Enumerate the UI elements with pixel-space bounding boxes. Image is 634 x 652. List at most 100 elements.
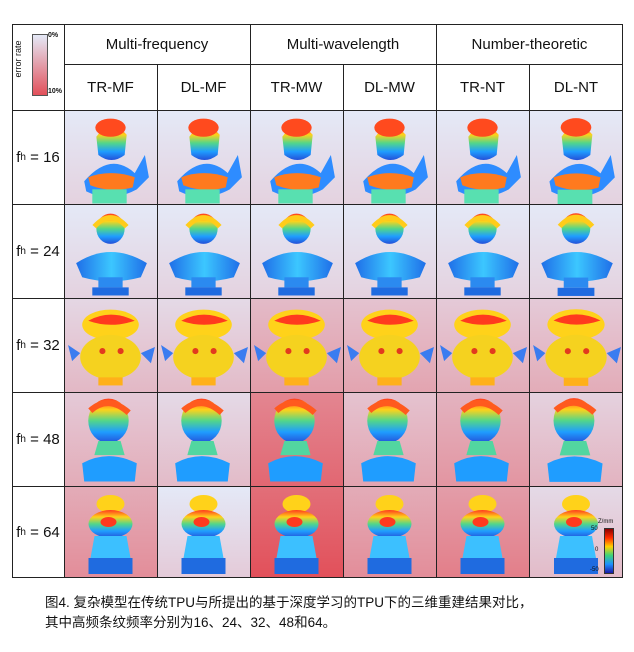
reconstruction-model-bust-b: [355, 213, 426, 296]
reconstruction-model-david: [454, 398, 509, 482]
reconstruction-model-bust-b: [541, 213, 613, 296]
reconstruction-cell-dl-nt-row-3: [529, 298, 623, 392]
reconstruction-model-chess: [460, 495, 505, 574]
grid-row-1: [12, 204, 623, 205]
depth-gradient-bar: [604, 528, 614, 574]
group-header-multi-frequency: Multi-frequency: [105, 35, 209, 53]
reconstruction-model-bust-a: [456, 118, 521, 204]
reconstruction-cell-tr-mw-row-2: [250, 204, 343, 298]
grid-row-0: [12, 110, 623, 111]
reconstruction-model-david: [268, 398, 323, 482]
reconstruction-cell-dl-nt-row-4: [529, 392, 623, 486]
reconstruction-cell-tr-nt-row-1: [436, 110, 529, 204]
comparison-figure: error rate 0% 10% Multi-frequency Multi-…: [12, 24, 623, 578]
reconstruction-model-bust-a: [549, 118, 615, 204]
reconstruction-cell-dl-mw-row-4: [343, 392, 436, 486]
reconstruction-model-bust-b: [262, 213, 333, 296]
reconstruction-cell-dl-mw-row-5: [343, 486, 436, 578]
figure-caption: 图4. 复杂模型在传统TPU与所提出的基于深度学习的TPU下的三维重建结果对比，…: [45, 593, 605, 633]
reconstruction-cell-tr-mw-row-1: [250, 110, 343, 204]
grid-group-0: [250, 24, 251, 578]
depth-tick-mid: 0: [595, 547, 599, 553]
reconstruction-cell-tr-mw-row-3: [250, 298, 343, 392]
grid-right: [622, 24, 623, 578]
grid-row-3: [12, 392, 623, 393]
grid-bottom: [12, 577, 623, 578]
reconstruction-model-bust-a: [363, 118, 428, 204]
depth-tick-bottom: -50: [590, 567, 599, 573]
grid-row-2: [12, 298, 623, 299]
reconstruction-model-bust-a: [84, 118, 149, 204]
error-rate-title: error rate: [13, 40, 23, 78]
depth-tick-top: 50: [591, 526, 598, 532]
method-header-dl-mw: DL-MW: [364, 78, 415, 96]
error-rate-min-label: 0%: [48, 32, 59, 39]
error-rate-gradient-bar: [32, 34, 48, 96]
reconstruction-cell-tr-mf-row-2: [64, 204, 157, 298]
reconstruction-model-chess: [88, 495, 133, 574]
grid-method-1: [343, 64, 344, 578]
reconstruction-cell-tr-mf-row-4: [64, 392, 157, 486]
grid-row-4: [12, 486, 623, 487]
reconstruction-model-toy: [347, 309, 434, 386]
grid-col-label: [64, 24, 65, 578]
reconstruction-model-toy: [161, 309, 248, 386]
reconstruction-cell-tr-nt-row-4: [436, 392, 529, 486]
reconstruction-cell-tr-mw-row-5: [250, 486, 343, 578]
group-header-number-theoretic: Number-theoretic: [471, 35, 588, 53]
caption-line-2: 其中高频条纹频率分别为16、24、32、48和64。: [45, 615, 337, 630]
grid-left: [12, 24, 13, 578]
depth-unit-label: Z/mm: [598, 519, 614, 525]
reconstruction-model-bust-b: [169, 213, 240, 296]
reconstruction-model-toy: [533, 309, 621, 386]
reconstruction-model-chess: [554, 495, 598, 574]
reconstruction-model-david: [547, 398, 603, 482]
reconstruction-model-bust-a: [270, 118, 335, 204]
reconstruction-cell-dl-nt-row-1: [529, 110, 623, 204]
grid-method-0: [157, 64, 158, 578]
method-header-tr-mw: TR-MW: [270, 78, 323, 96]
method-header-tr-mf: TR-MF: [87, 78, 134, 96]
reconstruction-model-david: [175, 398, 230, 482]
reconstruction-model-bust-a: [177, 118, 242, 204]
grid-top: [12, 24, 623, 25]
reconstruction-cell-tr-nt-row-2: [436, 204, 529, 298]
grid-group-1: [436, 24, 437, 578]
reconstruction-model-bust-b: [76, 213, 147, 296]
reconstruction-model-chess: [274, 495, 319, 574]
error-rate-max-label: 10%: [48, 88, 63, 95]
reconstruction-model-bust-b: [448, 213, 519, 296]
reconstruction-cell-dl-mf-row-5: [157, 486, 250, 578]
reconstruction-cell-dl-mf-row-3: [157, 298, 250, 392]
depth-colorbar: Z/mm 50 0 -50: [590, 519, 622, 575]
reconstruction-cell-dl-mw-row-3: [343, 298, 436, 392]
grid-method-2: [529, 64, 530, 578]
reconstruction-cell-tr-nt-row-5: [436, 486, 529, 578]
reconstruction-cell-tr-mw-row-4: [250, 392, 343, 486]
reconstruction-cell-tr-mf-row-1: [64, 110, 157, 204]
reconstruction-model-chess: [181, 495, 226, 574]
reconstruction-cell-dl-mw-row-2: [343, 204, 436, 298]
reconstruction-model-david: [361, 398, 416, 482]
reconstruction-cell-tr-nt-row-3: [436, 298, 529, 392]
caption-line-1: 图4. 复杂模型在传统TPU与所提出的基于深度学习的TPU下的三维重建结果对比，: [45, 595, 533, 610]
reconstruction-cell-tr-mf-row-5: [64, 486, 157, 578]
reconstruction-model-david: [82, 398, 137, 482]
group-header-multi-wavelength: Multi-wavelength: [286, 35, 400, 53]
reconstruction-model-toy: [440, 309, 527, 386]
reconstruction-model-chess: [367, 495, 412, 574]
reconstruction-cell-dl-mf-row-1: [157, 110, 250, 204]
reconstruction-cell-dl-mf-row-2: [157, 204, 250, 298]
reconstruction-model-toy: [68, 309, 155, 386]
reconstruction-cell-dl-mf-row-4: [157, 392, 250, 486]
method-header-dl-nt: DL-NT: [553, 78, 599, 96]
reconstruction-model-toy: [254, 309, 341, 386]
reconstruction-cell-dl-nt-row-2: [529, 204, 623, 298]
method-header-dl-mf: DL-MF: [180, 78, 227, 96]
method-header-tr-nt: TR-NT: [460, 78, 505, 96]
